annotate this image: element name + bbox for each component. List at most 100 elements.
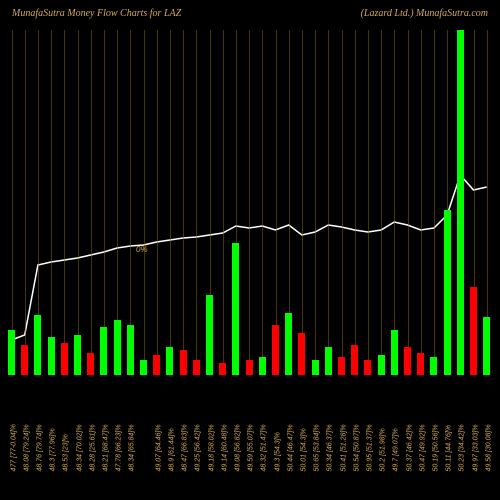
volume-bar [312, 360, 319, 375]
x-axis-label: 50.44 [46.47]% [287, 424, 294, 471]
volume-bar [219, 363, 226, 375]
chart-plot-area: 477 [77-0.04]%48.08 [79.24]%48.76 [79.74… [5, 30, 495, 480]
volume-bar [34, 315, 41, 375]
x-axis-label: 47.78 [66.23]% [116, 424, 123, 471]
grid-line [183, 30, 184, 375]
volume-bar [483, 317, 490, 375]
volume-bar [87, 353, 94, 375]
x-axis-label: 50.37 [46.42]% [406, 424, 413, 471]
volume-bar [153, 355, 160, 375]
x-axis-label: 48.34 [65.84]% [129, 424, 136, 471]
grid-line [394, 30, 395, 375]
volume-bar [48, 337, 55, 375]
volume-bar [325, 347, 332, 375]
grid-line [302, 30, 303, 375]
x-axis-label: 50.11 [44.76]% [446, 425, 453, 472]
grid-line [12, 30, 13, 375]
x-axis-label: 48.76 [79.74]% [36, 424, 43, 471]
volume-bar [246, 360, 253, 375]
volume-bar [140, 360, 147, 375]
volume-bar [100, 327, 107, 375]
x-axis-label: 48.34 [70.02]% [76, 424, 83, 471]
volume-bar [417, 353, 424, 375]
x-axis-label: 50.47 [49.92]% [419, 424, 426, 471]
volume-bar [378, 355, 385, 375]
volume-bar [127, 325, 134, 375]
volume-bar [444, 210, 451, 375]
x-axis-label: 50.01 [54.3]% [300, 428, 307, 471]
volume-bar [114, 320, 121, 375]
volume-bar [285, 313, 292, 375]
grid-line [368, 30, 369, 375]
volume-bar [259, 357, 266, 375]
x-axis-label: 49.18 [58.02]% [208, 424, 215, 471]
grid-line [51, 30, 52, 375]
volume-bar [166, 347, 173, 375]
x-axis-label: 49.3 [54.3]% [274, 432, 281, 471]
grid-line [328, 30, 329, 375]
grid-line [25, 30, 26, 375]
grid-line [78, 30, 79, 375]
grid-line [104, 30, 105, 375]
grid-line [408, 30, 409, 375]
grid-line [434, 30, 435, 375]
x-axis-label: 48.9 [61.44]% [168, 428, 175, 471]
x-axis-label: 49.08 [56.82]% [234, 424, 241, 471]
x-axis-label: 50.41 [51.28]% [340, 424, 347, 471]
grid-line [196, 30, 197, 375]
volume-bar [391, 330, 398, 375]
x-axis-label: 50.54 [50.87]% [353, 424, 360, 471]
x-axis-label: 49.58 [30.08]% [485, 424, 492, 471]
volume-bar [8, 330, 15, 375]
volume-bar [457, 30, 464, 375]
grid-line [249, 30, 250, 375]
y-axis-label: 0% [136, 245, 148, 254]
x-axis-label: 50.34 [46.37]% [327, 424, 334, 471]
x-axis-label: 49.07 [64.46]% [155, 424, 162, 471]
x-axis-label: 49.25 [56.42]% [195, 424, 202, 471]
volume-bar [351, 345, 358, 375]
x-axis-label: 49.14 [60.48]% [221, 424, 228, 471]
x-axis-label: 50.95 [51.37]% [366, 424, 373, 471]
volume-bar [470, 287, 477, 375]
x-axis-label: 49.97 [33.03]% [472, 424, 479, 471]
x-axis-label: 50.19 [50.56]% [432, 424, 439, 471]
volume-bar [298, 333, 305, 375]
grid-line [144, 30, 145, 375]
x-axis-label: 49.7 [49.07]% [393, 428, 400, 471]
header-left-text: MunafaSutra Money Flow Charts for LAZ [12, 8, 181, 19]
volume-bar [61, 343, 68, 375]
grid-line [421, 30, 422, 375]
grid-line [381, 30, 382, 375]
header-right-text: (Lazard Ltd.) MunafaSutra.com [361, 8, 488, 19]
x-axis-label: 48.32 [51.47]% [261, 424, 268, 471]
grid-line [64, 30, 65, 375]
volume-bar [404, 347, 411, 375]
grid-line [262, 30, 263, 375]
volume-bar [338, 357, 345, 375]
x-axis-label: 48.21 [68.47]% [102, 424, 109, 471]
grid-line [170, 30, 171, 375]
volume-bar [74, 335, 81, 375]
grid-line [355, 30, 356, 375]
x-axis-label: 48.3 [77.96]% [50, 428, 57, 471]
x-axis-label: 48.28 [25.61]% [89, 424, 96, 471]
volume-bar [430, 357, 437, 375]
x-axis-label: 477 [77-0.04]% [10, 424, 17, 471]
x-axis-label: 50.65 [53.84]% [314, 424, 321, 471]
chart-header: MunafaSutra Money Flow Charts for LAZ (L… [0, 8, 500, 19]
grid-line [223, 30, 224, 375]
grid-line [157, 30, 158, 375]
volume-bar [206, 295, 213, 375]
x-axis-label: 50.23 [34.42]% [459, 424, 466, 471]
volume-bar [272, 325, 279, 375]
grid-line [315, 30, 316, 375]
volume-bar [180, 350, 187, 375]
grid-line [342, 30, 343, 375]
chart-container: MunafaSutra Money Flow Charts for LAZ (L… [0, 0, 500, 500]
x-axis-label: 49.59 [55.07]% [248, 424, 255, 471]
grid-line [130, 30, 131, 375]
x-axis-label: 48.53 [23]% [63, 434, 70, 471]
volume-bar [232, 243, 239, 375]
volume-bar [21, 345, 28, 375]
